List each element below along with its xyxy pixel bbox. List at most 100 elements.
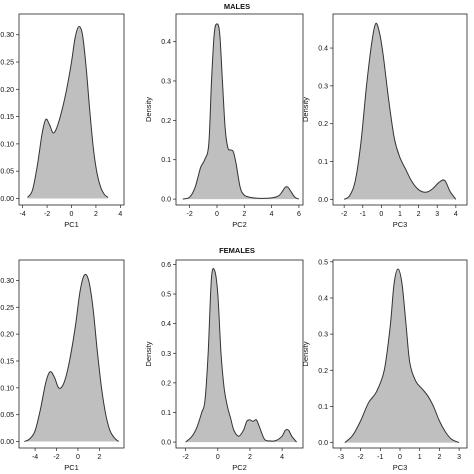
males-pc1-panel: -4-20240.000.050.100.150.200.250.30PC1De… [0,13,125,229]
y-tick-label: 0.1 [318,404,328,411]
y-tick-label: 0.0 [161,197,171,204]
x-tick-label: 4 [280,454,284,461]
x-tick-label: -2 [44,211,50,218]
y-tick-label: 0.25 [0,305,14,312]
y-tick-label: 0.15 [0,358,14,365]
density-curve [344,268,460,444]
x-tick-label: -1 [360,211,366,218]
y-tick-label: 0.20 [0,332,14,339]
x-tick-label: 2 [242,211,246,218]
males-pc3-panel: -2 -1 0 1 2 3 4 0.0 0.1 0.2 0.3 0.4 PC3 Density [301,13,468,229]
density-area [182,23,299,200]
x-tick-label: 0 [379,211,383,218]
x-tick-label: 0 [76,454,80,461]
y-tick-label: 0.15 [0,114,14,121]
y-tick-label: 0.1 [318,159,328,166]
x-axis-label: PC3 [393,463,408,472]
x-tick-label: 2 [94,211,98,218]
y-tick-label: 0.0 [318,197,328,204]
x-tick-label: -4 [20,211,26,218]
x-tick-label: -2 [187,211,193,218]
x-tick-label: 3 [435,211,439,218]
density-area [27,26,109,199]
density-curve [182,23,300,200]
panels: -4-20240.000.050.100.150.200.250.30PC1De… [0,13,468,472]
y-tick-label: 0.05 [0,412,14,419]
y-tick-label: 0.0 [318,440,328,447]
y-tick-label: 0.3 [318,83,328,90]
density-area [24,274,119,442]
y-tick-label: 0.2 [161,380,171,387]
y-tick-label: 0.2 [161,118,171,125]
density-area [344,269,460,443]
x-axis-label: PC2 [232,463,247,472]
density-curve [27,25,109,198]
x-tick-label: 2 [417,211,421,218]
y-tick-label: 0.00 [0,196,14,203]
plot-frame [18,259,125,449]
y-tick-label: 0.6 [161,262,171,269]
y-tick-label: 0.1 [161,157,171,164]
y-tick-label: 0.3 [161,351,171,358]
x-tick-label: -1 [377,454,383,461]
x-tick-label: 4 [454,211,458,218]
y-axis-label: Density [144,341,153,366]
y-tick-label: 0.20 [0,87,14,94]
y-tick-label: 0.1 [161,410,171,417]
plot-frame [175,13,304,206]
males-pc2-panel: -2 0 2 4 6 0.0 0.1 0.2 0.3 0.4 PC2 Density [144,13,304,229]
y-tick-label: 0.2 [318,368,328,375]
x-tick-label: 0 [398,454,402,461]
y-tick-label: 0.4 [318,295,328,302]
y-tick-label: 0.5 [161,292,171,299]
x-tick-label: -2 [341,211,347,218]
y-axis-label: Density [144,97,153,122]
y-tick-label: 0.4 [161,39,171,46]
x-tick-label: 2 [248,454,252,461]
x-axis-label: PC1 [64,463,79,472]
y-tick-label: 0.3 [318,332,328,339]
y-tick-label: 0.2 [318,121,328,128]
x-tick-label: 0 [216,454,220,461]
y-tick-label: 0.3 [161,78,171,85]
y-tick-label: 0.30 [0,32,14,39]
y-tick-label: 0.30 [0,278,14,285]
x-tick-label: 2 [437,454,441,461]
y-tick-label: 0.10 [0,141,14,148]
x-tick-label: -4 [32,454,38,461]
females-pc2-panel: -2 0 2 4 0.0 0.1 0.2 0.3 0.4 0.5 0.6 PC2 Density [144,259,304,472]
x-tick-label: 1 [418,454,422,461]
plot-frame [175,259,304,449]
density-curve [185,267,297,443]
x-tick-label: -2 [183,454,189,461]
x-tick-label: 3 [457,454,461,461]
x-tick-label: 0 [70,211,74,218]
x-axis-label: PC2 [232,220,247,229]
density-area [185,268,297,443]
x-axis-label: PC3 [393,220,408,229]
x-tick-label: 6 [297,211,301,218]
density-curve [343,22,457,200]
y-tick-label: 0.25 [0,60,14,67]
y-tick-label: 0.5 [318,259,328,266]
y-tick-label: 0.10 [0,385,14,392]
y-tick-label: 0.4 [318,46,328,53]
y-tick-label: 0.00 [0,439,14,446]
x-tick-label: 0 [215,211,219,218]
density-curve [24,273,119,443]
section-title-females: FEMALES [219,246,255,255]
y-tick-label: 0.4 [161,321,171,328]
y-axis-label: Density [301,341,310,366]
y-axis-label: Density [301,97,310,122]
section-title-males: MALES [224,2,250,11]
y-tick-label: 0.05 [0,169,14,176]
females-pc3-panel: -3 -2 -1 0 1 2 3 0.0 0.1 0.2 0.3 0.4 0.5 PC3 Density [301,259,468,472]
x-tick-label: 4 [270,211,274,218]
females-pc1-panel: -4-2020.000.050.100.150.200.250.30PC1Den… [0,259,125,472]
x-axis-label: PC1 [64,220,79,229]
x-tick-label: -2 [357,454,363,461]
x-tick-label: 4 [118,211,122,218]
x-tick-label: 1 [398,211,402,218]
density-area [344,23,456,200]
